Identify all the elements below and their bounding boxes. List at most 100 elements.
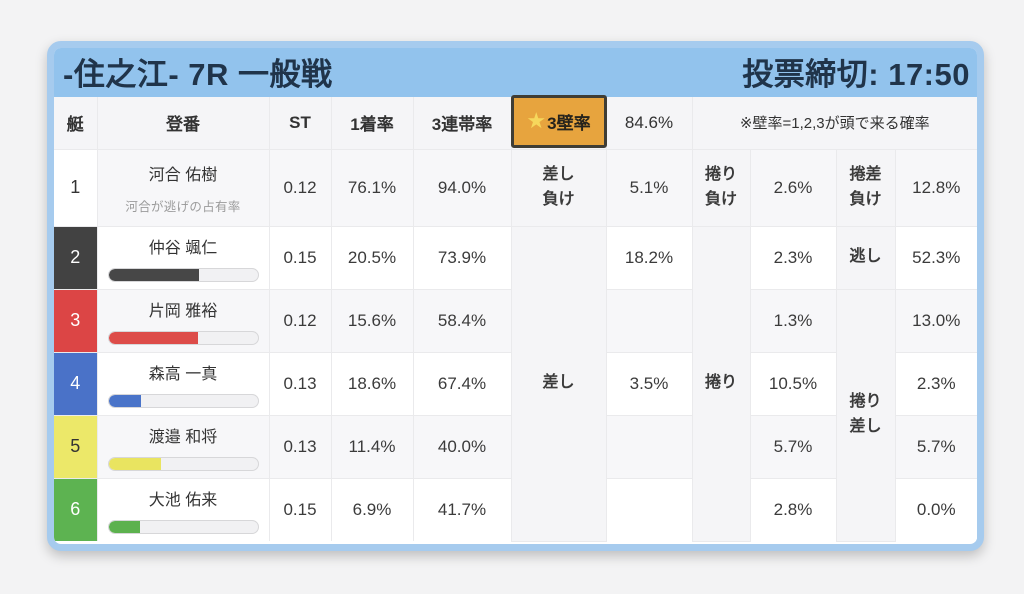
label-makurizashi: 捲り 差し: [836, 289, 896, 542]
share-bar: [107, 519, 259, 534]
card-header: -住之江- 7R 一般戦 投票締切: 17:50: [54, 48, 977, 97]
col-header-entry: 登番: [97, 97, 270, 150]
share-bar-fill: [108, 394, 142, 407]
race-stats-card: -住之江- 7R 一般戦 投票締切: 17:50 艇 登番 ST 1着率 3連帯…: [47, 41, 984, 551]
racer-name-block: 片岡 雅裕: [98, 297, 269, 345]
label-makurizashi-make: 捲差 負け: [836, 149, 896, 227]
top3-value: 41.7%: [413, 478, 512, 541]
third-value: 12.8%: [895, 149, 977, 227]
sashi-value: 5.1%: [606, 149, 693, 227]
vote-deadline: 投票締切: 17:50: [742, 57, 970, 92]
makuri-value: 2.8%: [750, 478, 837, 541]
share-bar: [107, 267, 259, 282]
top3-value: 94.0%: [413, 149, 512, 227]
racer-name-block: 森高 一真: [98, 360, 269, 408]
stats-table: 艇 登番 ST 1着率 3連帯率 ★ 3壁率 84.6% ※壁率=1,2,3が頭で…: [54, 95, 977, 542]
top3-value: 58.4%: [413, 289, 512, 353]
st-value: 0.15: [269, 226, 332, 290]
racer-name: 河合 佑樹: [148, 166, 218, 184]
third-value: 0.0%: [895, 478, 977, 541]
share-bar-fill: [108, 331, 198, 344]
makuri-value: 2.3%: [750, 226, 837, 290]
boat-number-cell: 5: [54, 415, 98, 479]
racer-cell: 仲谷 颯仁: [97, 226, 270, 290]
col-header-win1: 1着率: [331, 97, 414, 150]
st-value: 0.15: [269, 478, 332, 541]
race-title: -住之江- 7R 一般戦: [63, 57, 333, 92]
share-bar: [107, 393, 259, 408]
wall-rate-badge: ★ 3壁率: [510, 95, 607, 148]
label-sashi-make: 差し 負け: [511, 149, 607, 227]
racer-cell: 河合 佑樹 河合が逃げの占有率: [97, 149, 270, 227]
racer-name: 仲谷 颯仁: [148, 239, 218, 257]
table-row: 1 河合 佑樹 河合が逃げの占有率 0.12 76.1% 94.0% 差し 負け …: [54, 149, 977, 227]
wall-rate-note: ※壁率=1,2,3が頭で来る確率: [692, 97, 977, 150]
racer-cell: 片岡 雅裕: [97, 289, 270, 353]
top3-value: 73.9%: [413, 226, 512, 290]
makuri-value: 5.7%: [750, 415, 837, 479]
racer-cell: 大池 佑来: [97, 478, 270, 541]
sashi-value: 18.2%: [606, 226, 693, 290]
makuri-value: 1.3%: [750, 289, 837, 353]
racer-name: 大池 佑来: [148, 491, 218, 509]
table-header-row: 艇 登番 ST 1着率 3連帯率 ★ 3壁率 84.6% ※壁率=1,2,3が頭で…: [54, 95, 977, 150]
racer-name: 森高 一真: [148, 365, 218, 383]
boat-number-cell: 3: [54, 289, 98, 353]
st-value: 0.12: [269, 149, 332, 227]
third-value: 5.7%: [895, 415, 977, 479]
third-value: 13.0%: [895, 289, 977, 353]
st-value: 0.13: [269, 352, 332, 416]
makuri-value: 10.5%: [750, 352, 837, 416]
win1-value: 20.5%: [331, 226, 414, 290]
label-makuri: 捲り: [692, 226, 751, 542]
col-header-wall: ★ 3壁率: [510, 95, 607, 150]
table-row: 3 片岡 雅裕 0.12 15.6% 58.4% 1.3% 捲り 差し 13.0%: [54, 289, 977, 542]
racer-name: 片岡 雅裕: [148, 302, 218, 320]
label-sashi: 差し: [511, 226, 607, 542]
racer-name-block: 河合 佑樹 河合が逃げの占有率: [98, 161, 269, 215]
makuri-value: 2.6%: [750, 149, 837, 227]
win1-value: 76.1%: [331, 149, 414, 227]
col-header-top3: 3連帯率: [413, 97, 512, 150]
racer-name-block: 仲谷 颯仁: [98, 234, 269, 282]
win1-value: 18.6%: [331, 352, 414, 416]
wall-rate-label: 3壁率: [547, 113, 591, 133]
share-bar-fill: [108, 268, 200, 281]
wall-rate-value: 84.6%: [606, 97, 693, 150]
table-row: 6 大池 佑来 0.15 6.9% 41.7% 2.8% 0.0%: [54, 478, 977, 541]
win1-value: 11.4%: [331, 415, 414, 479]
sashi-value: [606, 289, 693, 353]
third-value: 2.3%: [895, 352, 977, 416]
col-header-boat: 艇: [54, 97, 98, 150]
st-value: 0.12: [269, 289, 332, 353]
table-row: 5 渡邉 和将 0.13 11.4% 40.0% 5.7% 5.7%: [54, 415, 977, 479]
star-icon: ★: [526, 108, 547, 134]
racer-cell: 渡邉 和将: [97, 415, 270, 479]
third-value: 52.3%: [895, 226, 977, 290]
win1-value: 15.6%: [331, 289, 414, 353]
escape-share-caption: 河合が逃げの占有率: [125, 199, 241, 214]
boat-number-cell: 4: [54, 352, 98, 416]
table-row: 4 森高 一真 0.13 18.6% 67.4% 3.5% 10.5% 2.3%: [54, 352, 977, 416]
sashi-value: 3.5%: [606, 352, 693, 416]
st-value: 0.13: [269, 415, 332, 479]
boat-number-cell: 6: [54, 478, 98, 541]
share-bar-fill: [108, 520, 140, 533]
label-makuri-make: 捲り 負け: [692, 149, 751, 227]
share-bar: [107, 456, 259, 471]
sashi-value: [606, 415, 693, 479]
sashi-value: [606, 478, 693, 541]
boat-number-cell: 1: [54, 149, 98, 227]
racer-name: 渡邉 和将: [148, 428, 218, 446]
top3-value: 67.4%: [413, 352, 512, 416]
share-bar: [107, 330, 259, 345]
boat-number-cell: 2: [54, 226, 98, 290]
win1-value: 6.9%: [331, 478, 414, 541]
racer-cell: 森高 一真: [97, 352, 270, 416]
col-header-st: ST: [269, 97, 332, 150]
racer-name-block: 大池 佑来: [98, 486, 269, 534]
label-nigashi: 逃し: [836, 226, 896, 290]
top3-value: 40.0%: [413, 415, 512, 479]
table-row: 2 仲谷 颯仁 0.15 20.5% 73.9% 差し 18.2% 捲り 2.3…: [54, 226, 977, 542]
share-bar-fill: [108, 457, 161, 470]
